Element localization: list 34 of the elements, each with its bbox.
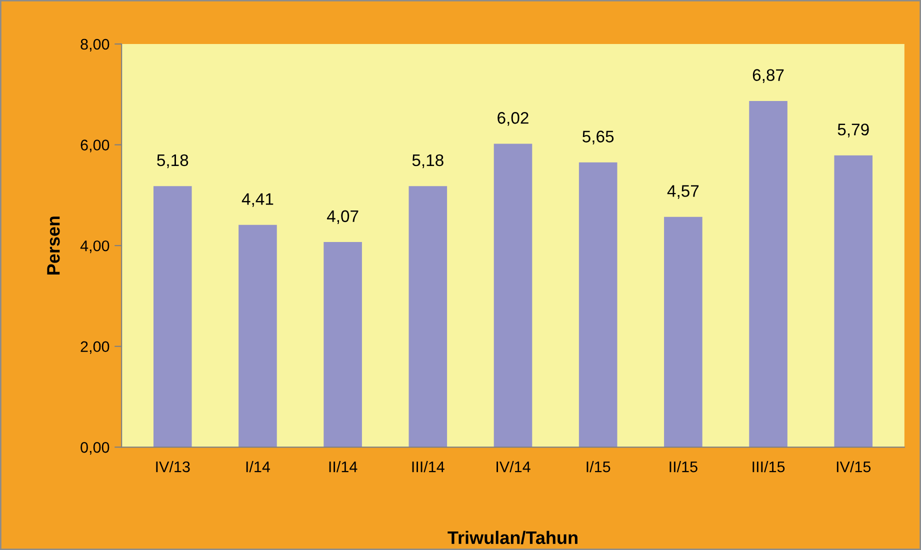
data-label: 4,07 (326, 210, 358, 224)
x-tick-label: I/15 (586, 461, 610, 472)
x-tick-label: IV/13 (156, 461, 190, 472)
data-label: 6,87 (752, 69, 784, 83)
x-tick-label: IV/14 (496, 461, 530, 472)
data-label: 5,18 (157, 154, 188, 168)
bar (834, 155, 873, 448)
y-tick-label: 6,00 (80, 140, 110, 152)
y-axis-title: Persen (47, 216, 60, 274)
data-label: 5,65 (582, 130, 614, 144)
data-label: 4,41 (242, 193, 274, 207)
bar (664, 216, 702, 448)
y-tick-label: 8,00 (80, 38, 110, 52)
bar (238, 224, 277, 448)
x-tick-label: III/15 (752, 461, 785, 472)
y-tick-label: 4,00 (80, 240, 110, 254)
x-tick-label: II/15 (670, 461, 698, 472)
y-tick-label: 2,00 (80, 341, 110, 354)
x-axis-title: Triwulan/Tahun (448, 530, 578, 544)
x-tick-label: I/14 (246, 461, 270, 472)
x-tick-label: III/14 (412, 461, 444, 472)
bar (749, 100, 788, 448)
bar (408, 186, 448, 448)
x-tick-label: IV/15 (836, 461, 871, 472)
bar (494, 144, 532, 448)
data-label: 5,79 (838, 124, 869, 138)
y-tick-label: 0,00 (80, 442, 110, 455)
bar (153, 186, 192, 448)
data-label: 4,57 (667, 185, 699, 199)
data-label: 5,18 (412, 154, 444, 168)
data-label: 6,02 (498, 112, 528, 126)
bar (578, 162, 618, 448)
x-tick-label: II/14 (329, 461, 358, 472)
bar (324, 242, 362, 448)
